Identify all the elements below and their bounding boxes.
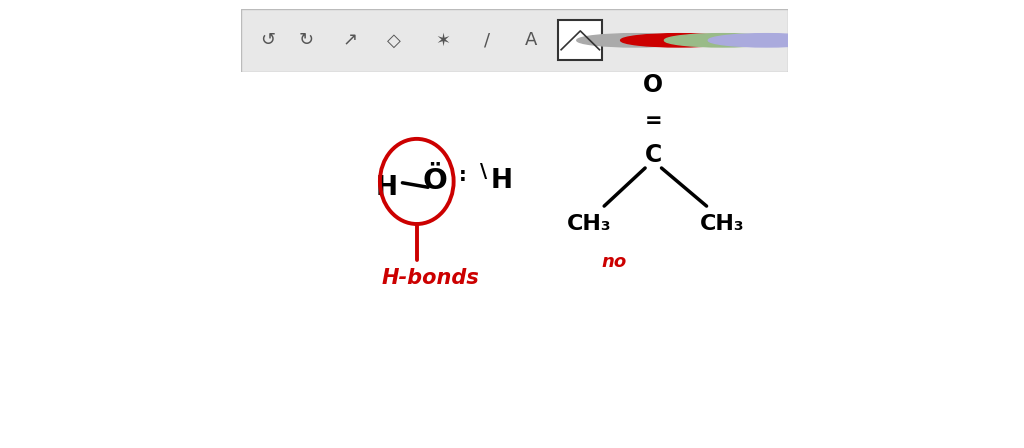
Text: \: \ (480, 162, 486, 181)
Circle shape (577, 34, 693, 47)
Text: O: O (643, 73, 664, 97)
Text: no: no (602, 253, 627, 271)
Text: H: H (490, 168, 513, 194)
Text: ↻: ↻ (299, 31, 314, 49)
Text: C: C (645, 142, 662, 167)
Text: ◇: ◇ (387, 31, 401, 49)
Text: H: H (376, 175, 398, 201)
Text: /: / (484, 31, 490, 49)
Circle shape (709, 34, 825, 47)
Text: ✶: ✶ (436, 31, 451, 49)
Circle shape (665, 34, 781, 47)
Circle shape (621, 34, 737, 47)
Text: ↗: ↗ (343, 31, 357, 49)
Text: A: A (525, 31, 538, 49)
Text: ↺: ↺ (260, 31, 275, 49)
Text: CH₃: CH₃ (566, 214, 611, 234)
Text: CH₃: CH₃ (699, 214, 744, 234)
FancyBboxPatch shape (558, 20, 602, 60)
FancyBboxPatch shape (241, 9, 788, 72)
Text: H-bonds: H-bonds (381, 268, 479, 288)
Text: :: : (459, 166, 467, 185)
Text: =: = (644, 111, 663, 131)
Text: Ö: Ö (423, 168, 447, 195)
